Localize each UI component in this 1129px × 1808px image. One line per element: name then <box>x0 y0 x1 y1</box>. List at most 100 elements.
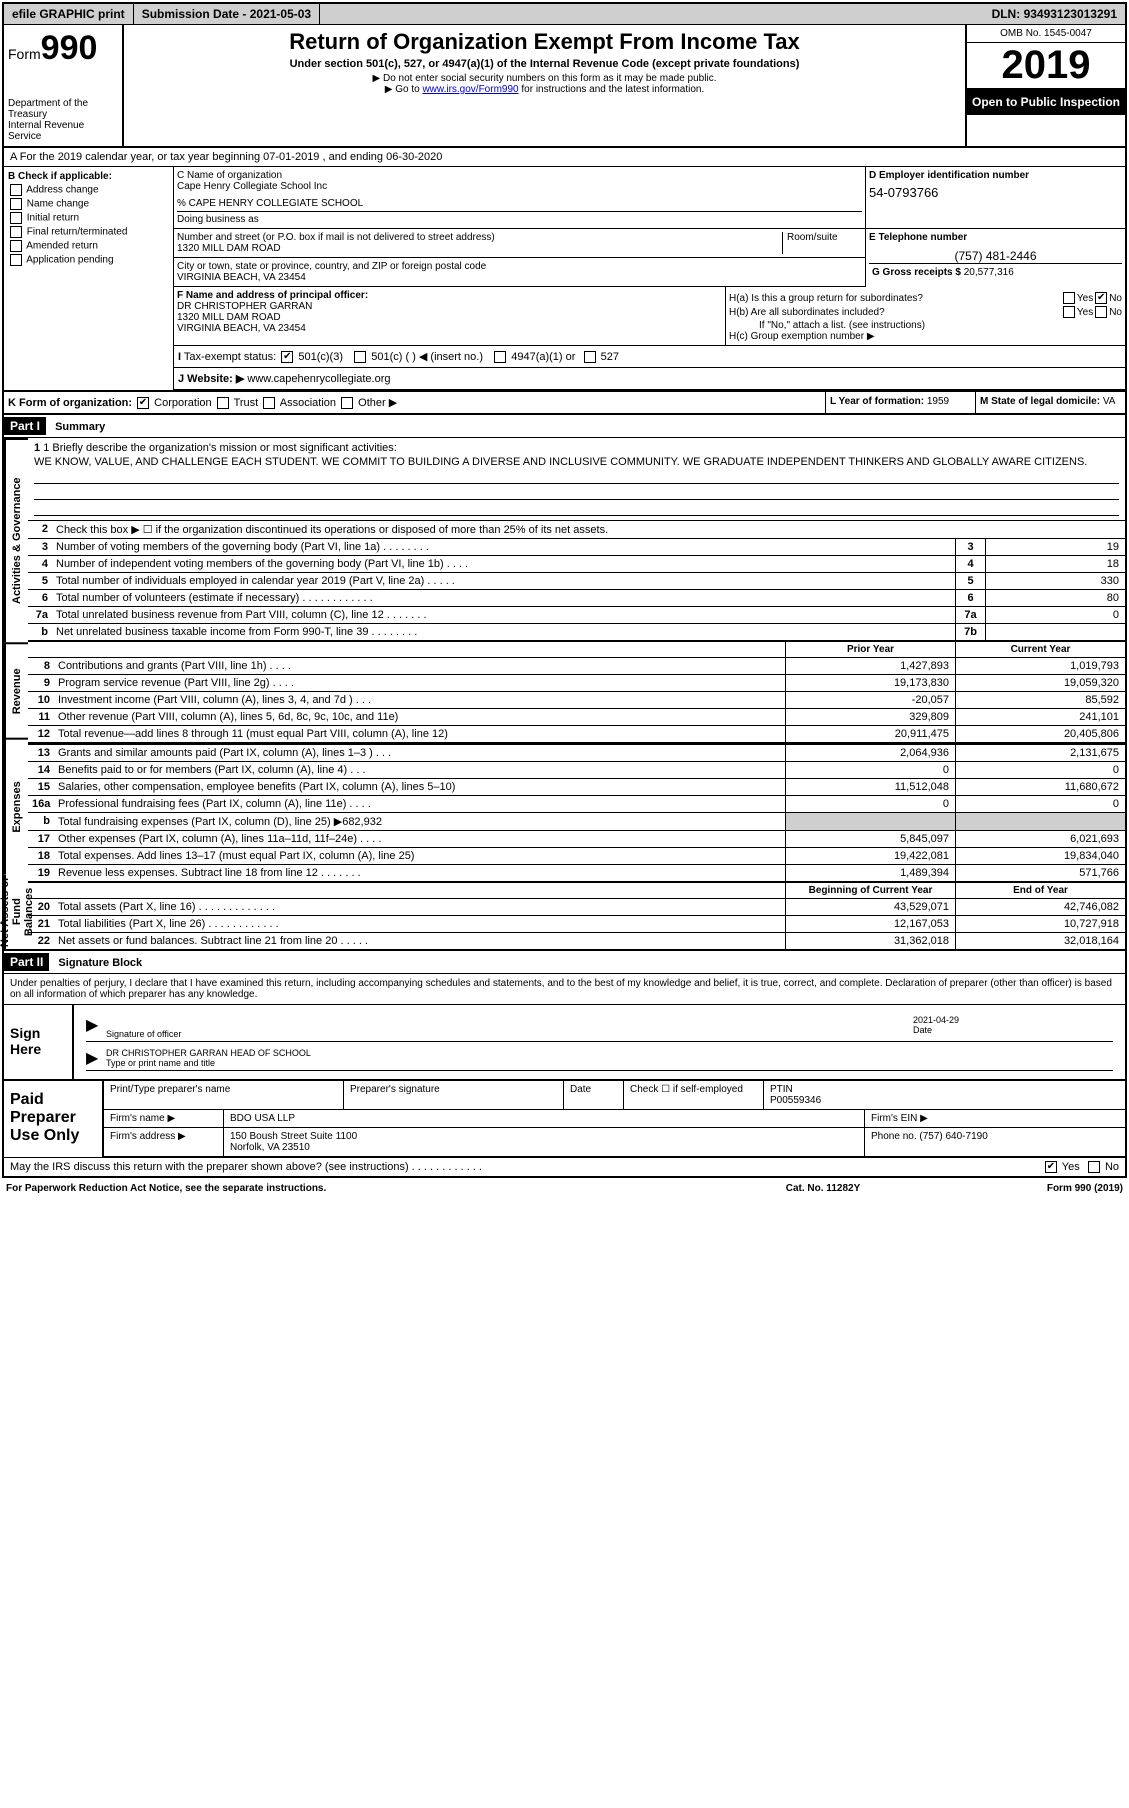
line-6-box: 6 <box>955 590 985 606</box>
line-18-desc: Total expenses. Add lines 13–17 (must eq… <box>54 848 785 864</box>
line-21-desc: Total liabilities (Part X, line 26) . . … <box>54 916 785 932</box>
cb-trust[interactable] <box>217 397 229 409</box>
submission-date: Submission Date - 2021-05-03 <box>134 4 320 24</box>
cb-initial-return[interactable]: Initial return <box>8 212 169 224</box>
line-15-desc: Salaries, other compensation, employee b… <box>54 779 785 795</box>
cb-final-return[interactable]: Final return/terminated <box>8 226 169 238</box>
ha-no[interactable] <box>1095 292 1107 304</box>
cb-527[interactable] <box>584 351 596 363</box>
line-15-current: 11,680,672 <box>955 779 1125 795</box>
col-end: End of Year <box>955 883 1125 898</box>
line-19-desc: Revenue less expenses. Subtract line 18 … <box>54 865 785 881</box>
line-18-current: 19,834,040 <box>955 848 1125 864</box>
part1-title: Summary <box>49 421 105 433</box>
org-name: Cape Henry Collegiate School Inc <box>177 181 862 192</box>
line-7a-desc: Total unrelated business revenue from Pa… <box>52 607 955 623</box>
perjury-text: Under penalties of perjury, I declare th… <box>4 974 1125 1004</box>
col-begin: Beginning of Current Year <box>785 883 955 898</box>
h-note: If "No," attach a list. (see instruction… <box>729 320 1122 331</box>
firm-addr1: 150 Boush Street Suite 1100 <box>230 1131 858 1142</box>
sig-name-label: Type or print name and title <box>106 1058 215 1068</box>
line-16a-current: 0 <box>955 796 1125 812</box>
side-labels: Activities & Governance Revenue Expenses… <box>4 438 28 949</box>
firm-addr-label: Firm's address ▶ <box>104 1128 224 1156</box>
cb-amended[interactable]: Amended return <box>8 240 169 252</box>
line-14-desc: Benefits paid to or for members (Part IX… <box>54 762 785 778</box>
pg-check-label: Check ☐ if self-employed <box>624 1081 764 1109</box>
cb-corp[interactable] <box>137 397 149 409</box>
line-11-desc: Other revenue (Part VIII, column (A), li… <box>54 709 785 725</box>
cb-assoc[interactable] <box>263 397 275 409</box>
line-b-val <box>985 624 1125 640</box>
line-5-box: 5 <box>955 573 985 589</box>
firm-ein-label: Firm's EIN ▶ <box>865 1110 1125 1127</box>
ha-yes[interactable] <box>1063 292 1075 304</box>
hb-no[interactable] <box>1095 306 1107 318</box>
irs-link[interactable]: www.irs.gov/Form990 <box>422 84 518 95</box>
discuss-yes[interactable] <box>1045 1161 1057 1173</box>
form-header: Form990 Department of the Treasury Inter… <box>4 25 1125 148</box>
l-year: L Year of formation: 1959 <box>825 392 975 413</box>
hc-label: H(c) Group exemption number ▶ <box>729 331 1122 342</box>
discuss-no[interactable] <box>1088 1161 1100 1173</box>
line-7a-box: 7a <box>955 607 985 623</box>
line-8-prior: 1,427,893 <box>785 658 955 674</box>
line-4-box: 4 <box>955 556 985 572</box>
line-18-prior: 19,422,081 <box>785 848 955 864</box>
cb-application[interactable]: Application pending <box>8 254 169 266</box>
form-number: Form990 <box>8 29 118 68</box>
sig-arrow2-icon: ▶ <box>86 1048 106 1068</box>
line-11-current: 241,101 <box>955 709 1125 725</box>
line-b-prior <box>785 813 955 830</box>
mission-text: WE KNOW, VALUE, AND CHALLENGE EACH STUDE… <box>34 456 1119 468</box>
line-8-desc: Contributions and grants (Part VIII, lin… <box>54 658 785 674</box>
line-17-prior: 5,845,097 <box>785 831 955 847</box>
cb-501c3[interactable] <box>281 351 293 363</box>
line-20-current: 42,746,082 <box>955 899 1125 915</box>
subtitle-2: ▶ Do not enter social security numbers o… <box>128 73 961 84</box>
line-12-current: 20,405,806 <box>955 726 1125 742</box>
line-13-prior: 2,064,936 <box>785 745 955 761</box>
city-value: VIRGINIA BEACH, VA 23454 <box>177 272 862 283</box>
line-b-desc: Net unrelated business taxable income fr… <box>52 624 955 640</box>
website-value: www.capehenrycollegiate.org <box>247 373 390 385</box>
cat-no: Cat. No. 11282Y <box>723 1183 923 1194</box>
gross-receipts: G Gross receipts $ 20,577,316 <box>869 263 1122 281</box>
tel-label: E Telephone number <box>869 232 1122 243</box>
line-9-current: 19,059,320 <box>955 675 1125 691</box>
discuss-question: May the IRS discuss this return with the… <box>10 1161 1043 1173</box>
cb-501c[interactable] <box>354 351 366 363</box>
f-label: F Name and address of principal officer: <box>177 290 722 301</box>
line-19-prior: 1,489,394 <box>785 865 955 881</box>
part1-header: Part I <box>4 417 46 435</box>
cb-name-change[interactable]: Name change <box>8 198 169 210</box>
omb-number: OMB No. 1545-0047 <box>967 25 1125 43</box>
line-16a-desc: Professional fundraising fees (Part IX, … <box>54 796 785 812</box>
line-16a-prior: 0 <box>785 796 955 812</box>
sig-date-label: Date <box>913 1025 932 1035</box>
officer-name: DR CHRISTOPHER GARRAN <box>177 301 722 312</box>
line-19-current: 571,766 <box>955 865 1125 881</box>
open-public: Open to Public Inspection <box>967 89 1125 115</box>
suite-label: Room/suite <box>782 232 862 254</box>
line-4-desc: Number of independent voting members of … <box>52 556 955 572</box>
subtitle-1: Under section 501(c), 527, or 4947(a)(1)… <box>128 58 961 70</box>
addr-label: Number and street (or P.O. box if mail i… <box>177 232 782 243</box>
line-8-current: 1,019,793 <box>955 658 1125 674</box>
pg-name-label: Print/Type preparer's name <box>104 1081 344 1109</box>
efile-label[interactable]: efile GRAPHIC print <box>4 4 134 24</box>
line-b-desc: Total fundraising expenses (Part IX, col… <box>54 813 785 830</box>
firm-phone-label: Phone no. <box>871 1131 919 1142</box>
line-4-val: 18 <box>985 556 1125 572</box>
hb-yes[interactable] <box>1063 306 1075 318</box>
row-a-period: A For the 2019 calendar year, or tax yea… <box>4 148 1125 167</box>
part2-title: Signature Block <box>52 957 142 969</box>
sig-arrow-icon: ▶ <box>86 1015 106 1039</box>
cb-4947[interactable] <box>494 351 506 363</box>
line-12-prior: 20,911,475 <box>785 726 955 742</box>
dba-label: Doing business as <box>177 211 862 225</box>
cb-other[interactable] <box>341 397 353 409</box>
cb-address-change[interactable]: Address change <box>8 184 169 196</box>
line-15-prior: 11,512,048 <box>785 779 955 795</box>
col-prior: Prior Year <box>785 642 955 657</box>
